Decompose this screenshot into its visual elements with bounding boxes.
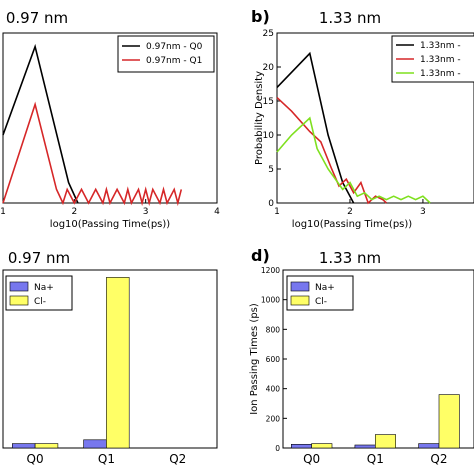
panel-b-title: 1.33 nm xyxy=(319,9,381,27)
panel-d-yticks: 0 200 400 600 800 1000 1200 xyxy=(261,266,287,453)
panel-b-legend-label: 1.33nm - xyxy=(420,41,461,51)
panel-a-series-line-0 xyxy=(2,43,79,204)
panel-d-legend-label: Na+ xyxy=(315,283,335,293)
panel-c-legend: Na+ Cl- xyxy=(5,275,73,311)
panel-a-xtick-label: 1 xyxy=(0,207,6,217)
panel-c-bar xyxy=(12,443,36,449)
panel-a-title: 0.97 nm xyxy=(6,9,68,27)
panel-b-letter: b) xyxy=(251,7,270,26)
panel-b-legend: 1.33nm - 1.33nm - 1.33nm - xyxy=(391,35,474,83)
panel-a-series xyxy=(2,43,183,207)
panel-b-series-line-1 xyxy=(276,97,387,205)
panel-d-bar xyxy=(354,444,376,449)
panel-c-legend-swatch xyxy=(9,295,29,306)
panel-c-category-label: Q0 xyxy=(27,452,44,466)
panel-c-legend-label: Cl- xyxy=(34,297,46,307)
panel-b-yticks: 0 5 10 15 20 25 xyxy=(263,29,281,209)
panel-d-ytick-label: 800 xyxy=(266,325,281,334)
panel-c-bar xyxy=(34,443,59,449)
panel-a-legend: 0.97nm - Q0 0.97nm - Q1 xyxy=(117,35,215,73)
panel-d-bar xyxy=(438,394,460,449)
panel-c-legend-swatch xyxy=(9,281,29,292)
panel-b-ytick-label: 5 xyxy=(268,165,274,175)
panel-d-legend: Na+ Cl- xyxy=(286,275,354,311)
panel-b-series xyxy=(276,51,431,205)
panel-d-ytick-label: 0 xyxy=(275,444,280,453)
panel-d-bars xyxy=(290,394,460,449)
panel-b-ytick-label: 15 xyxy=(263,97,274,107)
panel-c-xticks: Q0 Q1 Q2 xyxy=(27,452,187,466)
panel-b-series-line-2 xyxy=(276,116,431,204)
panel-d-ytick-label: 1000 xyxy=(261,296,280,305)
panel-d-bar xyxy=(418,443,440,449)
panel-d-legend-label: Cl- xyxy=(315,297,327,307)
panel-d-ytick-label: 400 xyxy=(266,385,281,394)
panel-d-bar xyxy=(290,443,312,449)
panel-d-category-label: Q0 xyxy=(303,452,320,466)
panel-b-ytick-label: 0 xyxy=(268,199,274,209)
panel-b-legend-label: 1.33nm - xyxy=(420,69,461,79)
panel-c-category-label: Q2 xyxy=(169,452,186,466)
panel-d-ytick-label: 600 xyxy=(266,355,281,364)
panel-a-legend-box xyxy=(117,35,215,73)
panel-b-ylabel: Probability Density xyxy=(254,71,265,165)
panel-a-legend-label: 0.97nm - Q1 xyxy=(146,56,202,66)
panel-d-ytick-label: 1200 xyxy=(261,266,280,275)
panel-a: 0.97 nm 1 2 3 4 log10(Passing Time(ps)) 0.9… xyxy=(0,9,220,230)
panel-c: 0.97 nm Q0 Q1 Q2 Na+ Cl- xyxy=(2,249,218,466)
panel-d-category-label: Q2 xyxy=(430,452,447,466)
panel-a-legend-label: 0.97nm - Q0 xyxy=(146,42,203,52)
panel-a-xtick-label: 2 xyxy=(71,207,77,217)
panel-d-bar xyxy=(311,443,333,449)
panel-b-ytick-label: 10 xyxy=(263,131,275,141)
panel-a-series-line-1 xyxy=(2,101,183,207)
panel-b-ytick-label: 20 xyxy=(263,63,275,73)
panel-c-bars xyxy=(12,277,130,449)
panel-d-xticks: Q0 Q1 Q2 xyxy=(303,452,447,466)
panel-d-bar xyxy=(374,434,396,449)
panel-c-bar xyxy=(106,277,130,449)
panel-a-xtick-label: 4 xyxy=(214,207,220,217)
panel-a-xticks: 1 2 3 4 xyxy=(0,199,220,217)
panel-b-xtick-label: 2 xyxy=(347,207,353,217)
panel-d-category-label: Q1 xyxy=(367,452,384,466)
panel-b-ytick-label: 25 xyxy=(263,29,274,39)
panel-c-category-label: Q1 xyxy=(98,452,115,466)
panel-b-legend-label: 1.33nm - xyxy=(420,55,461,65)
panel-b-xticks: 1 2 3 xyxy=(274,199,426,217)
panel-c-bar xyxy=(83,439,107,449)
panel-d-legend-swatch xyxy=(290,295,310,306)
panel-c-title: 0.97 nm xyxy=(8,249,70,267)
panel-d-ytick-label: 200 xyxy=(266,414,281,423)
panel-b-xtick-label: 1 xyxy=(274,207,280,217)
panel-d-ylabel: Ion Passing Times (ps) xyxy=(249,303,260,415)
panel-d-legend-swatch xyxy=(290,281,310,292)
panel-d-title: 1.33 nm xyxy=(319,249,381,267)
panel-a-xlabel: log10(Passing Time(ps)) xyxy=(50,219,170,230)
panel-c-legend-label: Na+ xyxy=(34,283,54,293)
panel-b-xlabel: log10(Passing Time(ps)) xyxy=(292,219,412,230)
panel-b-axes xyxy=(276,32,474,204)
panel-a-xtick-label: 3 xyxy=(143,207,149,217)
panel-b-series-line-0 xyxy=(276,51,355,204)
panel-b-xtick-label: 3 xyxy=(420,207,426,217)
panel-b: b) 1.33 nm 0 5 10 15 20 25 1 2 3 log10(Passing … xyxy=(251,7,474,230)
panel-d-letter: d) xyxy=(251,246,270,265)
